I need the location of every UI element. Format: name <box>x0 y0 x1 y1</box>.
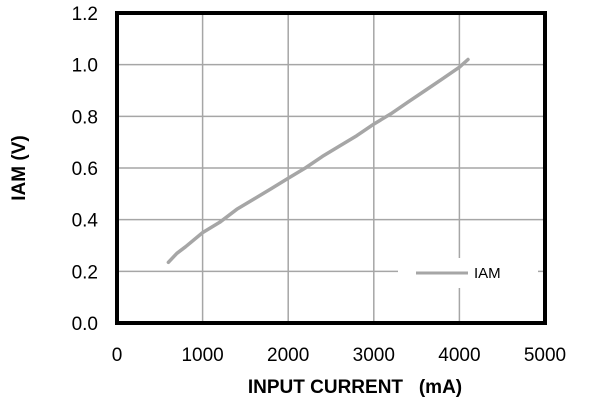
x-tick-label: 4000 <box>438 345 480 366</box>
grid-lines <box>117 13 545 323</box>
y-tick-label: 0.2 <box>72 262 98 283</box>
x-tick-label: 0 <box>112 345 123 366</box>
series-layer <box>166 57 470 265</box>
x-tick-label: 5000 <box>524 345 566 366</box>
series-line-iam <box>166 57 470 265</box>
y-axis-title: IAM (V) <box>9 135 30 200</box>
y-tick-label: 0.4 <box>72 211 99 232</box>
x-tick-label: 3000 <box>353 345 395 366</box>
plot-border <box>115 11 547 325</box>
y-tick-labels: 0.0 0.2 0.4 0.6 0.8 1.0 1.2 <box>72 4 99 335</box>
y-tick-label: 0.0 <box>72 314 98 335</box>
x-tick-label: 1000 <box>181 345 223 366</box>
legend: IAM <box>398 258 538 288</box>
y-tick-label: 0.8 <box>72 107 98 128</box>
x-axis-title: INPUT CURRENT (mA) <box>248 377 462 398</box>
legend-label-iam: IAM <box>474 265 501 282</box>
y-tick-label: 1.2 <box>72 4 98 25</box>
x-tick-label: 2000 <box>267 345 309 366</box>
x-tick-labels: 0 1000 2000 3000 4000 5000 <box>112 345 566 366</box>
y-tick-label: 0.6 <box>72 159 98 180</box>
y-tick-label: 1.0 <box>72 56 98 77</box>
